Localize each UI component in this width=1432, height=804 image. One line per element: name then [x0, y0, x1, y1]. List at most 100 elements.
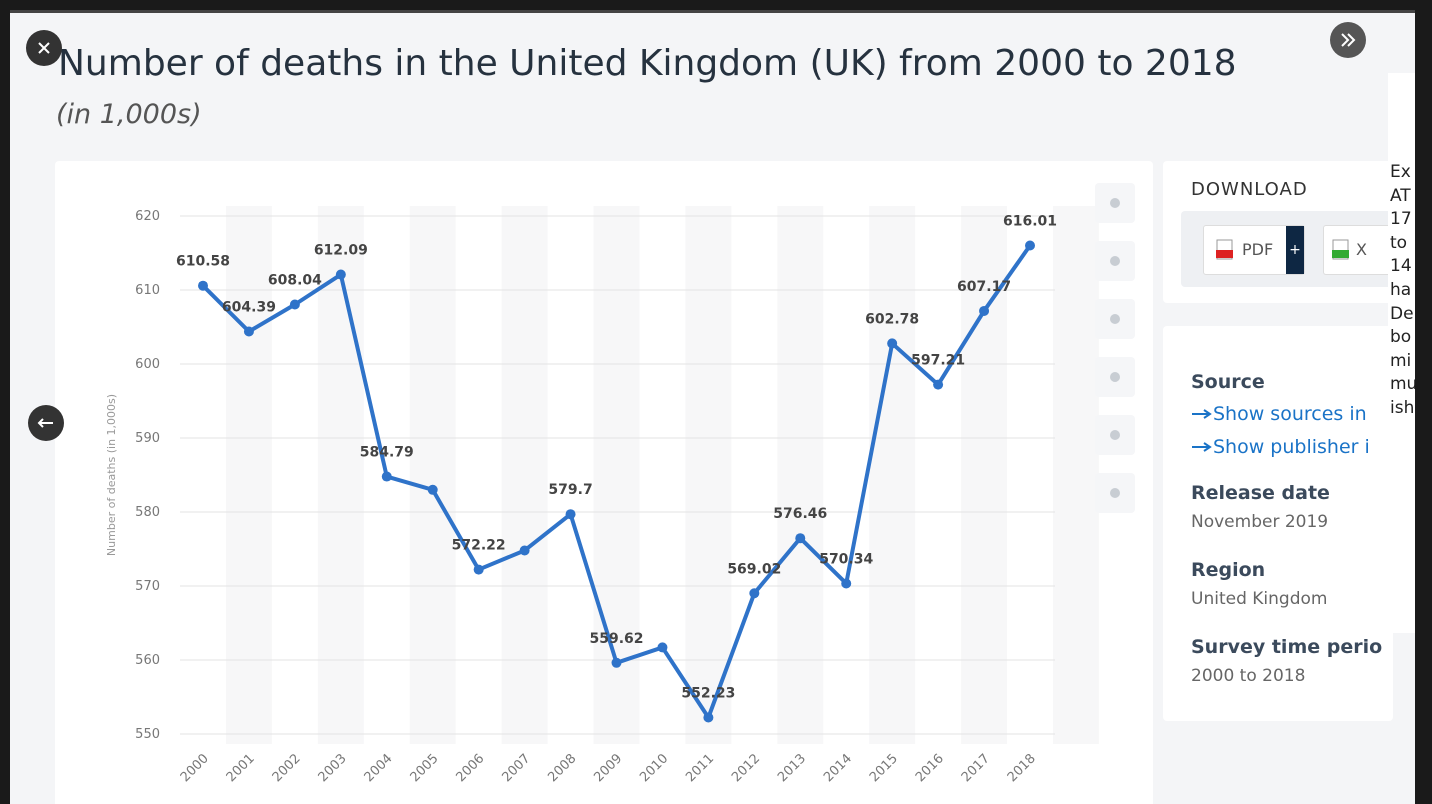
data-label: 569.02 [727, 561, 781, 577]
x-tick-label: 2016 [913, 751, 947, 785]
pdf-plus[interactable]: + [1286, 226, 1304, 274]
arrow-icon [1192, 442, 1212, 452]
info-panel: Source Show sources in Show publisher i … [1163, 326, 1393, 721]
detail-label: Region [1191, 559, 1266, 581]
back-icon [37, 418, 53, 428]
share-button[interactable] [1095, 357, 1135, 397]
y-tick-label: 560 [135, 653, 160, 668]
data-point [933, 379, 944, 390]
x-tick-label: 2018 [1005, 751, 1039, 785]
link-text[interactable]: Show sources in [1213, 403, 1367, 425]
strip-text: De [1390, 303, 1414, 324]
data-label: 579.7 [548, 482, 592, 498]
strip-text: 14 [1390, 256, 1412, 277]
x-tick-label: 2003 [316, 751, 350, 785]
data-label: 552.23 [681, 685, 735, 701]
data-label: 572.22 [452, 538, 506, 554]
strip-text: bo [1390, 327, 1412, 348]
data-point [795, 533, 806, 544]
band [777, 206, 824, 744]
data-point [381, 471, 392, 482]
data-label: 608.04 [268, 273, 322, 289]
detail-value: November 2019 [1191, 512, 1329, 532]
side-strip: Ex AT 17 to 14 ha De bo mi mu ish [1388, 73, 1415, 633]
back-button[interactable] [28, 405, 64, 441]
data-point [198, 280, 208, 291]
data-label: 604.39 [222, 300, 276, 316]
pdf-icon [1216, 239, 1233, 260]
data-label: 612.09 [314, 243, 368, 259]
x-tick-label: 2014 [821, 751, 855, 785]
print-icon [1110, 488, 1120, 498]
x-tick-label: 2005 [408, 751, 442, 785]
link-text[interactable]: Show publisher i [1213, 436, 1370, 458]
data-label: 602.78 [865, 311, 919, 327]
x-tick-label: 2008 [545, 751, 579, 785]
next-button[interactable] [1330, 22, 1366, 58]
data-point [289, 299, 300, 310]
data-point [335, 269, 346, 280]
close-button[interactable] [26, 30, 62, 66]
strip-text: AT [1390, 185, 1411, 206]
title: Number of deaths in the United Kingdom (… [58, 43, 1237, 84]
xls-button[interactable]: X [1323, 225, 1394, 275]
quote-button[interactable] [1095, 415, 1135, 455]
strip-text: Ex [1390, 162, 1411, 182]
y-tick-label: 590 [135, 431, 160, 446]
x-tick-label: 2000 [178, 751, 212, 785]
band [593, 206, 640, 744]
source-heading: Source [1191, 371, 1265, 393]
x-tick-label: 2009 [591, 751, 625, 785]
star-icon [1110, 198, 1120, 208]
band [869, 206, 916, 744]
detail-label: Survey time perio [1191, 636, 1383, 658]
xls-label: X [1356, 240, 1367, 259]
data-label: 584.79 [360, 445, 414, 461]
pdf-button[interactable]: PDF + [1203, 225, 1305, 275]
data-label: 597.21 [911, 353, 965, 369]
close-icon [38, 42, 50, 54]
band [1052, 206, 1099, 744]
share-icon [1110, 372, 1120, 382]
page: Number of deaths in the United Kingdom (… [10, 10, 1415, 804]
data-label: 576.46 [773, 506, 827, 522]
y-tick-label: 550 [135, 727, 160, 742]
y-axis-label: Number of deaths (in 1,000s) [105, 394, 118, 556]
y-tick-label: 600 [135, 357, 160, 372]
gear-button[interactable] [1095, 299, 1135, 339]
data-label: 559.62 [589, 631, 643, 647]
x-tick-label: 2017 [959, 751, 993, 785]
bell-icon [1110, 256, 1120, 266]
data-point [841, 578, 852, 589]
data-label: 570.34 [819, 551, 873, 567]
y-tick-label: 610 [135, 283, 160, 298]
x-tick-label: 2007 [499, 751, 533, 785]
strip-text: ish [1390, 397, 1415, 418]
band [409, 206, 456, 744]
data-point [565, 509, 576, 520]
strip-text: to [1390, 232, 1408, 253]
star-button[interactable] [1095, 183, 1135, 223]
quote-icon [1110, 430, 1120, 440]
x-tick-label: 2001 [224, 751, 258, 785]
arrow-icon [1192, 409, 1212, 419]
strip-text: mu [1390, 374, 1415, 395]
publisher-link[interactable]: Show publisher i [1191, 436, 1370, 458]
bell-button[interactable] [1095, 241, 1135, 281]
data-point [887, 338, 898, 349]
source-link[interactable]: Show sources in [1191, 403, 1367, 425]
data-point [473, 564, 484, 575]
strip-text: 17 [1390, 209, 1412, 230]
band [685, 206, 732, 744]
xls-icon [1332, 239, 1349, 260]
data-label: 616.01 [1003, 214, 1057, 230]
x-tick-label: 2002 [270, 751, 304, 785]
data-point [611, 657, 622, 668]
x-tick-label: 2015 [867, 751, 901, 785]
data-point [427, 484, 438, 495]
print-button[interactable] [1095, 473, 1135, 513]
x-tick-label: 2006 [453, 751, 487, 785]
band [961, 206, 1008, 744]
download-heading: DOWNLOAD [1191, 179, 1308, 200]
chart: 550 560 570 580 590 600 610 620 Number of deaths… [105, 183, 1135, 785]
